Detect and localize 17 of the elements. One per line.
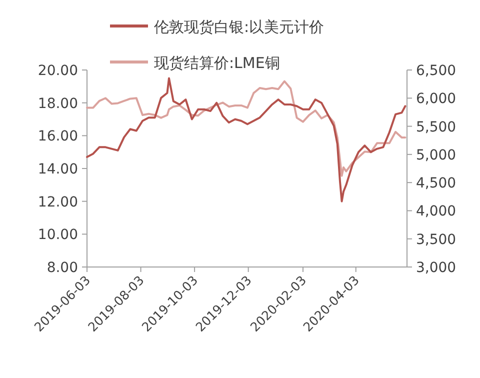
- y-tick-label: 20.00: [38, 63, 78, 79]
- y-tick-label: 18.00: [38, 96, 78, 112]
- legend-label: 伦敦现货白银:以美元计价: [154, 18, 324, 36]
- legend-label: 现货结算价:LME铜: [154, 54, 280, 72]
- y-tick-label: 10.00: [38, 227, 78, 244]
- y2-tick-label: 4,000: [416, 204, 456, 220]
- y2-tick-label: 5,000: [416, 147, 456, 164]
- y2-tick-label: 3,000: [416, 260, 456, 276]
- y-tick-label: 14.00: [38, 162, 78, 178]
- y-tick-label: 8.00: [46, 260, 78, 276]
- y2-tick-label: 6,000: [416, 91, 456, 108]
- y2-tick-label: 3,500: [416, 232, 456, 248]
- y2-tick-label: 6,500: [416, 63, 456, 79]
- y-tick-label: 12.00: [38, 194, 78, 210]
- y-tick-label: 16.00: [38, 128, 78, 145]
- y2-tick-label: 4,500: [416, 176, 456, 192]
- y2-tick-label: 5,500: [416, 119, 456, 136]
